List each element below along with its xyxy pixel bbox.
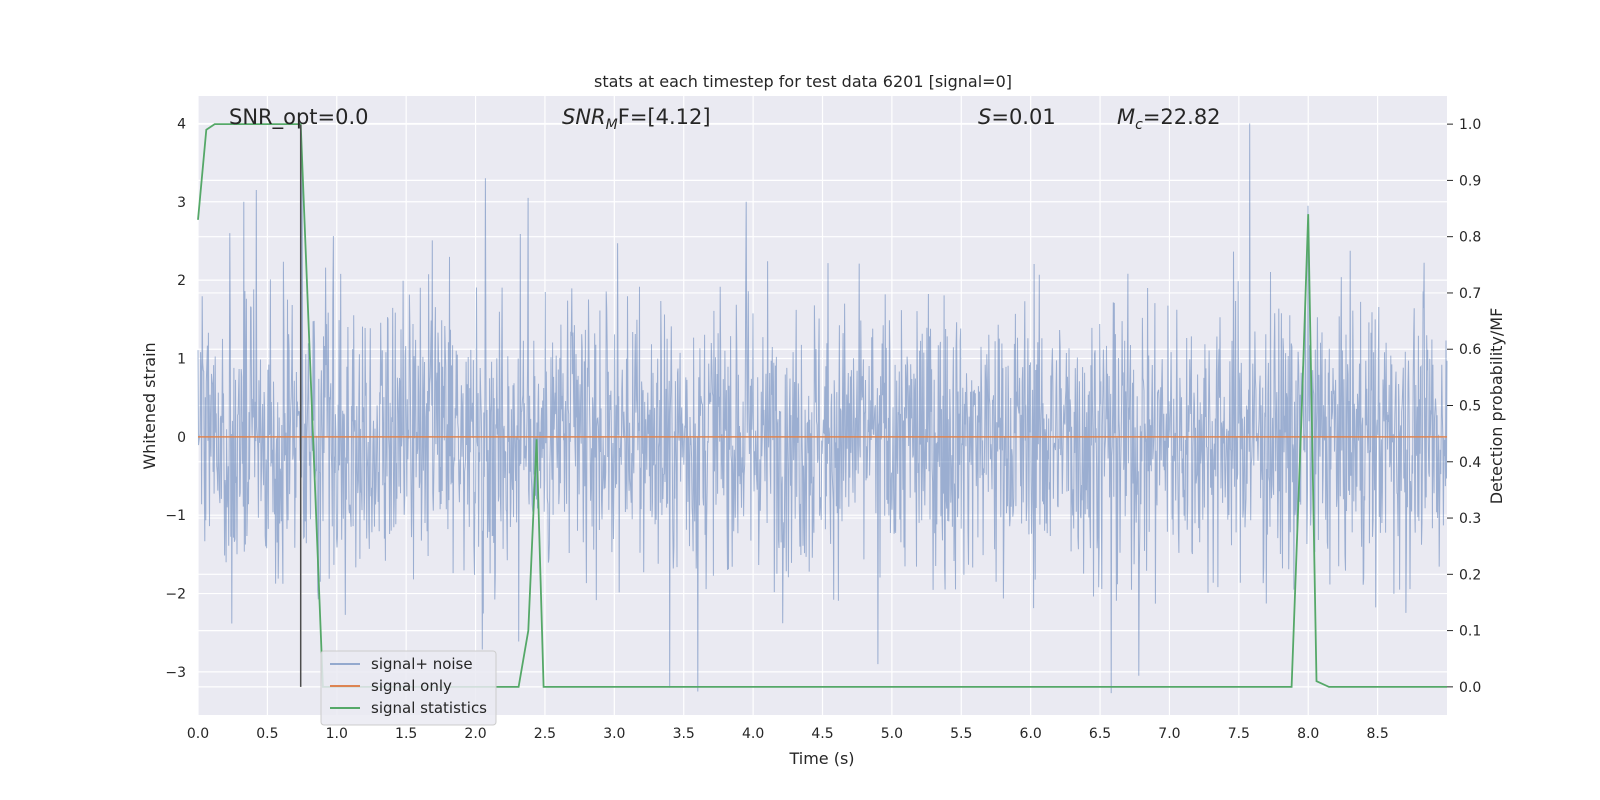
left-y-axis-label: Whitened strain <box>140 342 159 469</box>
x-tick-label: 1.0 <box>326 726 348 742</box>
statistics-line <box>197 123 1447 688</box>
snr-mf-annotation: SNRMF=[4.12] <box>562 105 711 133</box>
right-y-tick-label: 0.6 <box>1459 342 1481 358</box>
s-value: =0.01 <box>991 105 1055 129</box>
right-y-tick-label: 0.4 <box>1459 455 1481 471</box>
legend-label-signal-only: signal only <box>371 677 452 695</box>
right-y-tick-label: 0.3 <box>1459 511 1481 527</box>
x-tick-label: 5.0 <box>881 726 903 742</box>
left-y-tick-label: 4 <box>177 116 186 132</box>
x-tick-label: 8.0 <box>1297 726 1319 742</box>
x-tick-label: 4.0 <box>742 726 764 742</box>
s-name: S <box>978 105 991 129</box>
right-y-axis-label: Detection probability/MF <box>1487 308 1506 505</box>
signal-noise-series <box>197 123 1448 694</box>
right-y-tick-label: 0.5 <box>1459 399 1481 415</box>
mc-value: =22.82 <box>1143 105 1221 129</box>
x-tick-label: 8.5 <box>1366 726 1388 742</box>
right-y-tick-label: 1.0 <box>1459 117 1481 133</box>
x-tick-label: 6.5 <box>1089 726 1111 742</box>
legend: signal+ noise signal only signal statist… <box>320 650 497 726</box>
x-tick-label: 3.5 <box>673 726 695 742</box>
signal-statistics-series <box>197 123 1447 688</box>
x-tick-labels: 0.0 0.5 1.0 1.5 2.0 2.5 3.0 3.5 4.0 4.5 5.0 5.5 6.0 6… <box>187 726 1389 742</box>
left-y-tick-label: −3 <box>165 665 186 681</box>
left-y-tick-label: 3 <box>177 195 186 211</box>
right-y-tick-label: 0.1 <box>1459 624 1481 640</box>
x-tick-label: 1.5 <box>395 726 417 742</box>
left-y-tick-label: 2 <box>177 273 186 289</box>
snr-mf-subscript: M <box>606 117 618 133</box>
x-tick-label: 7.5 <box>1228 726 1250 742</box>
x-tick-label: 0.5 <box>256 726 278 742</box>
legend-box <box>320 650 497 726</box>
right-y-tick-label: 0.9 <box>1459 173 1481 189</box>
legend-label-noise: signal+ noise <box>371 655 473 673</box>
grid-lines <box>197 96 1447 715</box>
right-y-tick-label: 0.7 <box>1459 286 1481 302</box>
snr-mf-name: SNR <box>562 105 606 129</box>
x-tick-label: 2.0 <box>464 726 486 742</box>
left-y-tick-label: 0 <box>177 430 186 446</box>
snr-opt-annotation: SNR_opt=0.0 <box>229 105 369 130</box>
x-tick-label: 2.5 <box>534 726 556 742</box>
x-axis-label: Time (s) <box>788 749 854 768</box>
legend-label-statistics: signal statistics <box>371 699 487 717</box>
right-y-tick-label: 0.0 <box>1459 680 1481 696</box>
noise-line <box>197 123 1448 694</box>
x-tick-label: 7.0 <box>1158 726 1180 742</box>
x-tick-label: 5.5 <box>950 726 972 742</box>
mc-name: M <box>1117 105 1135 129</box>
left-y-tick-labels: 4 3 2 1 0 −1 −2 −3 <box>165 116 186 680</box>
x-tick-label: 6.0 <box>1020 726 1042 742</box>
mc-subscript: c <box>1135 117 1143 133</box>
right-y-tick-labels: 1.0 0.9 0.8 0.7 0.6 0.5 0.4 0.3 0.2 0.1 0.0 <box>1447 117 1481 696</box>
x-tick-label: 0.0 <box>187 726 209 742</box>
s-annotation: S=0.01 <box>978 105 1056 129</box>
left-y-tick-label: −1 <box>165 508 186 524</box>
snr-mf-value: F=[4.12] <box>618 105 711 129</box>
right-y-tick-label: 0.2 <box>1459 567 1481 583</box>
right-y-tick-label: 0.8 <box>1459 230 1481 246</box>
left-y-tick-label: −2 <box>165 587 186 603</box>
left-y-tick-label: 1 <box>177 351 186 367</box>
chart-title: stats at each timestep for test data 620… <box>594 72 1012 91</box>
mc-annotation: Mc=22.82 <box>1117 105 1221 133</box>
x-tick-label: 4.5 <box>811 726 833 742</box>
x-tick-label: 3.0 <box>603 726 625 742</box>
